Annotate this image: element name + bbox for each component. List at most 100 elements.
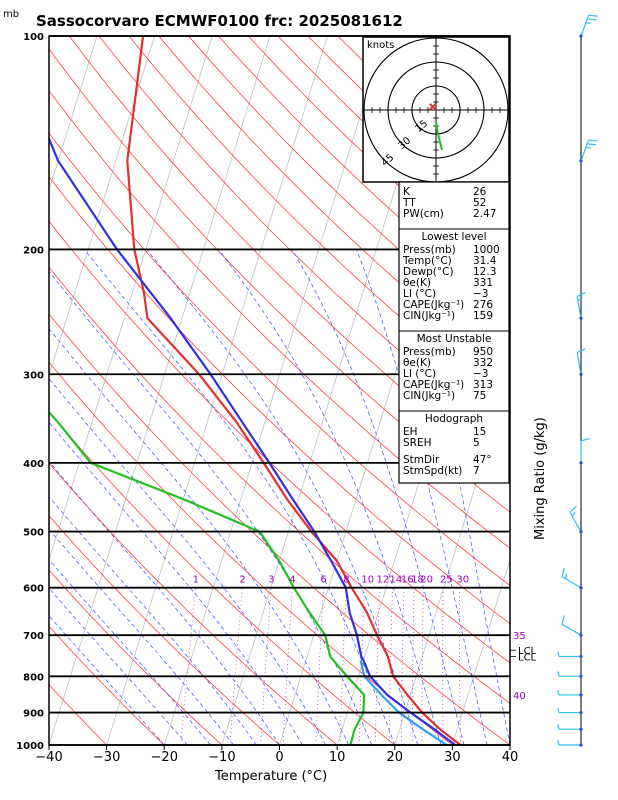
- index-value: 26: [473, 186, 487, 198]
- mixing-ratio-label: 3: [268, 575, 274, 586]
- index-label: TT: [402, 197, 416, 209]
- index-label: θe(K): [403, 357, 431, 369]
- dry-adiabat-line: [49, 132, 510, 586]
- dry-adiabat-line: [49, 462, 338, 745]
- plot-frame: [48, 35, 511, 746]
- pressure-tick-label: 300: [23, 370, 44, 381]
- wind-barb-base: [579, 710, 583, 715]
- wind-barb: [576, 352, 582, 375]
- index-label: Press(mb): [403, 244, 456, 256]
- moist-adiabat-line: [49, 559, 211, 745]
- index-label: LI (°C): [403, 288, 436, 300]
- pressure-tick-label: 700: [23, 631, 44, 642]
- dewpoint-line: [49, 410, 366, 745]
- index-value: −3: [473, 288, 488, 300]
- mixing-ratio-label: 12: [376, 575, 389, 586]
- index-value: 313: [473, 379, 493, 391]
- moist-adiabat-line: [84, 249, 396, 745]
- wind-barb-flag: [588, 139, 598, 142]
- index-value: 15: [473, 426, 486, 438]
- pressure-tick-label: 200: [23, 245, 44, 256]
- isotherm-line: [106, 36, 328, 745]
- dry-adiabat-line: [68, 36, 510, 478]
- mixing-ratio-label: 2: [239, 575, 245, 586]
- index-label: LI (°C): [403, 368, 436, 380]
- storm-motion-marker: [429, 103, 437, 111]
- lcl-label: LCL: [518, 652, 537, 663]
- isotherm-line: [49, 36, 98, 192]
- moist-adiabat-line: [146, 249, 419, 745]
- dry-adiabat-line: [49, 683, 107, 745]
- mixing-ratio-line: [282, 587, 293, 745]
- x-tick-label: −30: [93, 750, 120, 765]
- wind-barb-base: [579, 159, 583, 163]
- wind-barb-base: [579, 633, 583, 637]
- wind-barb-base: [579, 727, 583, 731]
- dry-adiabat-line: [49, 313, 510, 745]
- moist-adiabat-line: [49, 496, 257, 745]
- moist-adiabat-line: [49, 528, 234, 745]
- pressure-unit-label: mb: [3, 9, 19, 20]
- dry-adiabat-line: [49, 48, 510, 513]
- dry-adiabat-line: [49, 515, 280, 745]
- moist-adiabat-line: [49, 270, 373, 745]
- wind-barb-base: [579, 529, 583, 534]
- wind-barb-flag: [588, 14, 598, 17]
- index-value: 12.3: [473, 266, 496, 278]
- index-label: StmDir: [403, 454, 440, 466]
- mixing-ratio-label: 6: [320, 575, 326, 586]
- index-label: CAPE(Jkg⁻¹): [403, 299, 464, 311]
- wind-barb-flag: [564, 573, 568, 579]
- pressure-tick-label: 100: [23, 32, 44, 43]
- dry-adiabat-line: [49, 411, 396, 745]
- lcl-label: LCL: [518, 646, 537, 657]
- isotherm-line: [49, 36, 271, 745]
- wind-barb-flag: [557, 724, 560, 730]
- x-tick-label: 30: [444, 750, 461, 765]
- parcel_virtual-line: [359, 660, 448, 745]
- theta-e-label: 40: [513, 691, 526, 702]
- index-value: 950: [473, 346, 493, 358]
- hodograph-trace: [435, 121, 443, 151]
- wind-barb-flag: [571, 511, 576, 517]
- mixing-ratio-line: [229, 587, 243, 745]
- index-value: 5: [473, 437, 480, 449]
- parcel-line: [49, 135, 456, 745]
- wind-barb-flag: [576, 348, 586, 354]
- wind-barb-base: [579, 586, 583, 590]
- right-axis-title: Mixing Ratio (g/kg): [533, 417, 548, 540]
- pressure-tick-label: 400: [23, 459, 44, 470]
- x-tick-label: −40: [35, 750, 62, 765]
- index-value: 1000: [473, 244, 500, 256]
- mixing-ratio-label: 8: [343, 575, 349, 586]
- index-label: θe(K): [403, 277, 431, 289]
- wind-barb-base: [579, 654, 583, 659]
- moist-adiabat-line: [49, 327, 350, 745]
- index-label: Temp(°C): [402, 255, 452, 267]
- theta-e-label: 35: [513, 631, 526, 642]
- wind-barb-flag: [569, 505, 577, 513]
- isotherm-line: [509, 743, 510, 745]
- index-value: 332: [473, 357, 493, 369]
- isotherm-line: [163, 36, 386, 745]
- pressure-tick-label: 900: [23, 709, 44, 720]
- pressure-tick-label: 800: [23, 672, 44, 683]
- wind-barb-flag: [561, 567, 565, 577]
- mixing-ratio-label: 16: [401, 575, 414, 586]
- hodograph-units: knots: [367, 40, 394, 51]
- index-value: −3: [473, 368, 488, 380]
- mixing-ratio-label: 4: [289, 575, 295, 586]
- dry-adiabat-line: [98, 36, 510, 443]
- pressure-tick-label: 500: [23, 528, 44, 539]
- index-label: CAPE(Jkg⁻¹): [403, 379, 464, 391]
- index-label: StmSpd(kt): [403, 465, 462, 477]
- indices-table: [398, 181, 510, 484]
- moist-adiabat-line: [49, 615, 165, 745]
- wind-barb-flag: [557, 707, 560, 713]
- isotherm-line: [49, 36, 156, 377]
- index-label: EH: [403, 426, 418, 438]
- mixing-ratio-label: 25: [440, 575, 453, 586]
- index-value: 7: [473, 465, 480, 477]
- index-label: Dewp(°C): [403, 266, 454, 278]
